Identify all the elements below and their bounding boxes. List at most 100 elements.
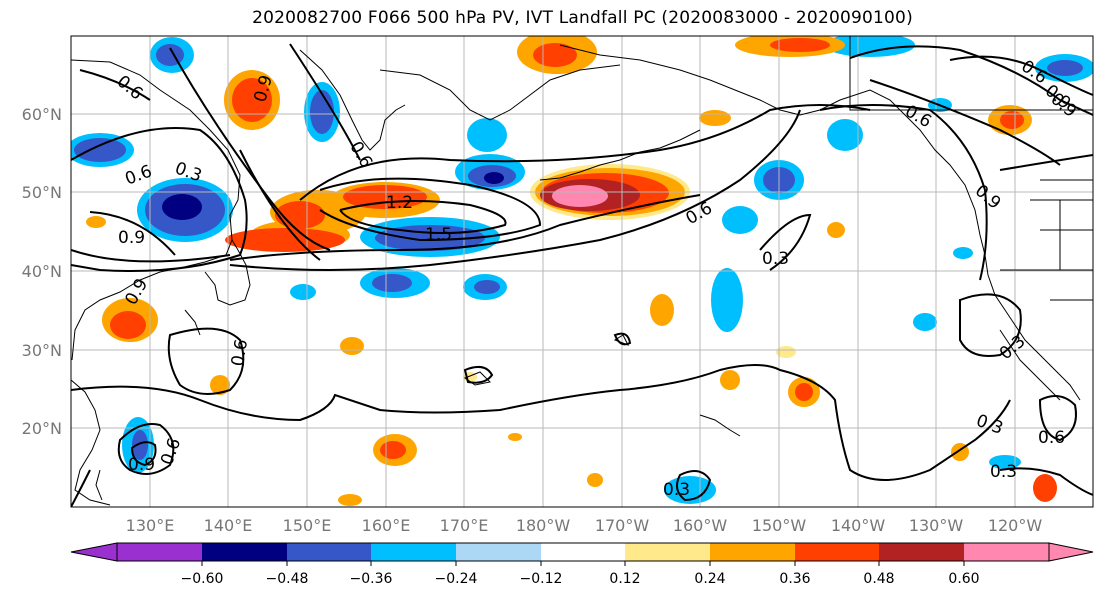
contour-label: 0.3 <box>762 249 789 269</box>
contour-line <box>299 104 871 201</box>
contour-line <box>999 467 1093 496</box>
pv-pos-blob <box>587 473 603 487</box>
contour-line <box>1038 395 1077 442</box>
map-frame <box>70 35 1094 508</box>
colorbar: −0.60 −0.48 −0.36 −0.24 −0.12 0.12 0.24 … <box>70 542 1094 587</box>
canada-border <box>849 36 1093 111</box>
contour-label: 1.5 <box>425 225 452 245</box>
lat-label: 30°N <box>22 341 62 360</box>
pv-pos-blob <box>533 43 577 67</box>
map-title: 2020082700 F066 500 hPa PV, IVT Landfall… <box>252 8 913 28</box>
pv-neg-blob <box>474 280 500 294</box>
contour-line <box>849 45 1093 116</box>
pv-neg-blob <box>156 44 184 66</box>
latitude-labels: 60°N 50°N 40°N 30°N 20°N <box>22 105 62 438</box>
pv-pos-blob <box>232 78 272 122</box>
pv-pos-blob <box>86 216 106 228</box>
pv-neg-blob <box>825 36 915 57</box>
contour-line <box>71 469 91 507</box>
pv-pos-blob <box>776 346 796 358</box>
pv-neg-blob <box>913 313 937 331</box>
pv-neg-blob <box>1047 60 1083 76</box>
colorbar-tick-label: 0.12 <box>609 571 640 587</box>
contour-label: 0.6 <box>1038 428 1065 448</box>
graticule <box>71 36 1093 507</box>
pv-pos-blob <box>110 311 146 339</box>
colorbar-tick-label: −0.24 <box>435 571 478 587</box>
pv-pos-blob <box>795 383 813 401</box>
lon-label: 160°W <box>673 516 728 535</box>
pv-neg-blob <box>132 430 148 460</box>
pv-pos-blob <box>340 337 364 355</box>
colorbar-segment <box>456 543 541 561</box>
colorbar-extend-max <box>1048 542 1094 562</box>
contour-line <box>117 423 175 475</box>
lon-label: 150°E <box>283 516 332 535</box>
contour-label: 0.9 <box>118 228 145 248</box>
colorbar-tick-label: 0.60 <box>948 571 979 587</box>
kyushu-coast <box>184 309 201 336</box>
pv-pos-blob <box>343 185 427 209</box>
colorbar-tick-label: −0.60 <box>181 571 224 587</box>
contour-line <box>675 470 712 502</box>
colorbar-segment <box>117 543 202 561</box>
us-coast <box>979 234 1081 401</box>
contour-line <box>759 213 812 271</box>
colorbar-tick-label: −0.36 <box>350 571 393 587</box>
contour-line <box>819 104 988 281</box>
pv-neg-blob <box>310 90 334 134</box>
colorbar-extend-min <box>70 542 118 562</box>
pv-contours <box>71 43 1093 507</box>
lat-label: 40°N <box>22 262 62 281</box>
china-coast <box>71 379 111 506</box>
pv-pos-blob <box>380 441 406 459</box>
pv-anomaly-shading <box>71 36 1093 506</box>
pv-pos-blob <box>770 38 830 52</box>
colorbar-segment <box>371 543 456 561</box>
colorbar-tick-label: 0.48 <box>863 571 894 587</box>
pv-pos-blob <box>552 185 608 207</box>
contour-line <box>959 293 1022 357</box>
pv-pos-blob <box>1033 474 1057 502</box>
pv-pos-blob <box>699 110 731 126</box>
lon-label: 150°W <box>752 516 807 535</box>
pv-pos-blob <box>338 494 362 506</box>
pv-neg-blob <box>484 172 504 184</box>
pv-pos-blob <box>1000 111 1024 129</box>
contour-line <box>463 365 494 384</box>
pv-neg-blob <box>375 225 485 251</box>
lon-label: 170°E <box>440 516 489 535</box>
contour-line <box>71 364 1011 481</box>
pv-neg-blob <box>711 268 743 332</box>
lat-label: 60°N <box>22 105 62 124</box>
contour-line <box>339 200 507 235</box>
colorbar-tick-label: −0.12 <box>520 571 563 587</box>
pv-pos-blob <box>225 228 345 252</box>
pv-pos-blob <box>720 370 740 390</box>
colorbar-segment <box>625 543 710 561</box>
contour-label: 0.3 <box>990 462 1017 482</box>
aleutian-chain <box>539 129 701 181</box>
colorbar-segment <box>202 543 287 561</box>
contour-line <box>229 194 701 261</box>
colorbar-segment <box>287 543 371 561</box>
contour-line <box>79 69 151 101</box>
pv-neg-blob <box>467 118 507 152</box>
contour-line <box>167 327 245 395</box>
lon-label: 130°W <box>909 516 964 535</box>
pv-neg-blob <box>372 274 412 292</box>
pv-pos-blob <box>210 375 230 395</box>
colorbar-tick-label: −0.48 <box>266 571 309 587</box>
pv-neg-blob <box>722 206 758 234</box>
mexico-coast <box>999 329 1061 401</box>
pv-neg-blob <box>290 284 316 300</box>
contour-line <box>289 43 361 161</box>
pv-neg-blob <box>989 455 1021 469</box>
contour-label: 0.6 <box>228 338 252 368</box>
pv-pos-blob <box>650 294 674 326</box>
colorbar-segment <box>879 543 964 561</box>
lon-label: 170°W <box>595 516 650 535</box>
contour-line <box>999 154 1093 171</box>
colorbar-segment <box>795 543 879 561</box>
